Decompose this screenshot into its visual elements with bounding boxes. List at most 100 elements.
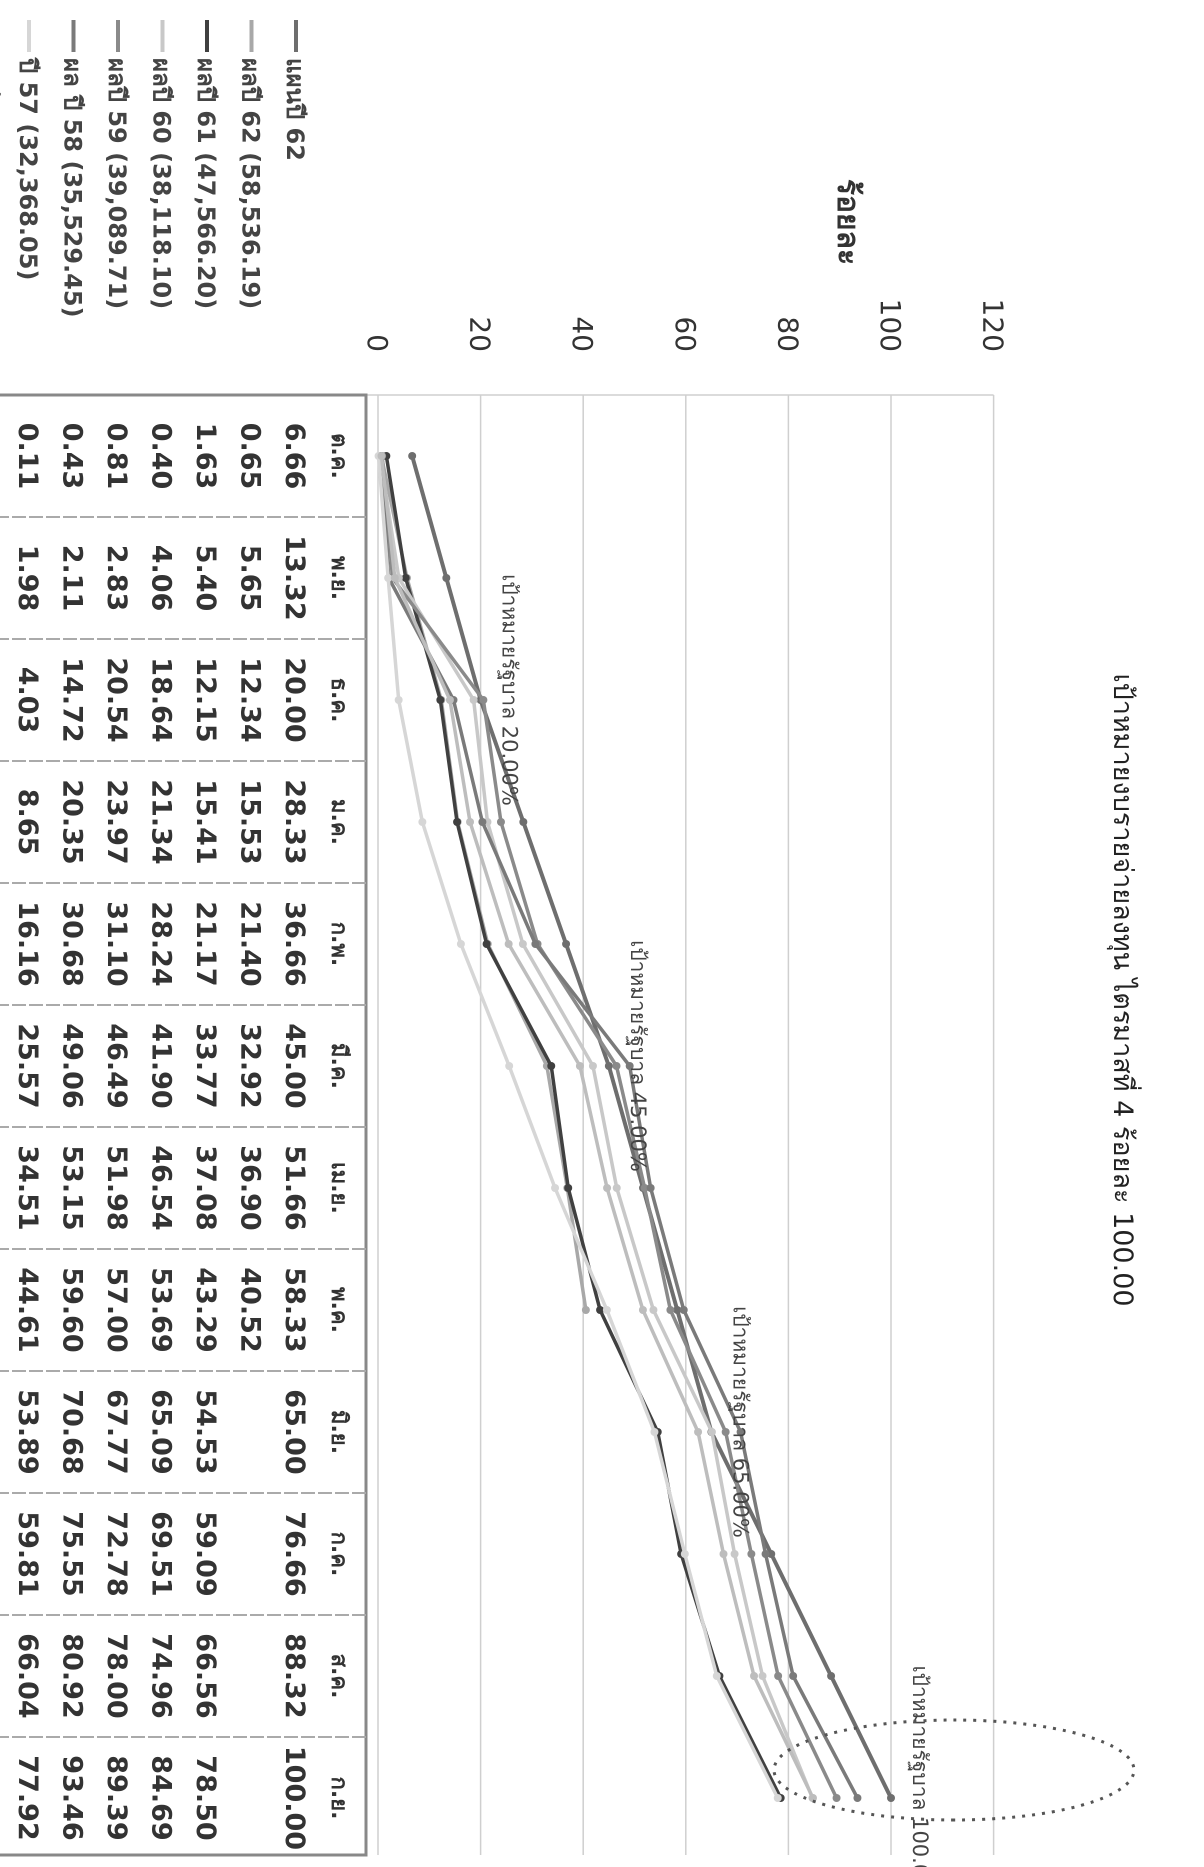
table-cell: 20.35: [57, 779, 88, 864]
table-cell: 46.54: [146, 1145, 177, 1230]
table-cell: 0.65: [235, 423, 266, 490]
data-point: [625, 1062, 634, 1070]
data-point: [418, 818, 427, 826]
table-cell: 25.57: [12, 1023, 43, 1108]
data-point: [730, 1550, 739, 1558]
data-point: [518, 940, 527, 948]
data-point: [712, 1672, 721, 1680]
data-point: [562, 940, 571, 948]
table-cell: 65.00: [279, 1389, 310, 1474]
table-header-cell: เม.ย.: [326, 1162, 351, 1214]
table-cell: 15.41: [190, 779, 221, 864]
data-point: [390, 574, 399, 582]
highlight-ellipse: [772, 1718, 1136, 1822]
table-cell: 75.55: [57, 1511, 88, 1596]
data-point: [612, 1062, 621, 1070]
table-cell: 13.32: [279, 535, 310, 620]
y-axis-label: ร้อยละ: [830, 179, 865, 265]
table-header-cell: พ.ย.: [326, 556, 351, 600]
data-point: [505, 1062, 514, 1070]
table-cell: 28.24: [146, 901, 177, 986]
data-point: [707, 1428, 716, 1436]
series-lines: [374, 452, 895, 1802]
data-point: [832, 1794, 841, 1802]
table-cell: 16.16: [12, 901, 43, 986]
series-line: [378, 455, 815, 1799]
data-point: [456, 940, 465, 948]
table-cell: 8.65: [12, 789, 43, 856]
series-line: [410, 455, 893, 1799]
table-header-cell: ส.ค.: [326, 1654, 351, 1699]
table-cell: 93.46: [57, 1755, 88, 1840]
data-point: [564, 1184, 573, 1192]
data-point: [827, 1672, 836, 1680]
table-cell: 0.43: [57, 423, 88, 490]
data-point: [747, 1550, 756, 1558]
table-header-cell: ม.ค.: [326, 799, 351, 845]
table-cell: 33.77: [190, 1023, 221, 1108]
table-header-cell: ก.พ.: [326, 922, 351, 967]
table-cell: 53.15: [57, 1145, 88, 1230]
table-cell: 31.10: [101, 901, 132, 986]
data-point: [453, 818, 462, 826]
data-point: [394, 696, 403, 704]
table-cell: 80.92: [57, 1633, 88, 1718]
data-point: [547, 1062, 556, 1070]
legend-entry: ผลปี 61 (47,566.20): [192, 58, 220, 309]
table-cell: 77.92: [12, 1755, 43, 1840]
series-line: [379, 455, 588, 1311]
series-line: [376, 455, 780, 1799]
data-point: [602, 1306, 611, 1314]
table-cell: 84.69: [146, 1755, 177, 1840]
annotation-label: เป้าหมายรัฐบาล 45.00%: [626, 940, 650, 1172]
table-cell: 37.08: [190, 1145, 221, 1230]
table-cell: 51.98: [101, 1145, 132, 1230]
table-cell: 34.51: [12, 1145, 43, 1230]
table-cell: 74.96: [146, 1633, 177, 1718]
table-cell: 1.63: [190, 423, 221, 490]
annotations: เป้าหมายรัฐบาล 20.00% เป้าหมายรัฐบาล 45.0…: [498, 574, 932, 1867]
table-cell: 57.00: [101, 1267, 132, 1352]
legend-entry: ผลปี 60 (38,118.10): [148, 58, 176, 309]
table-cell: 76.66: [279, 1511, 310, 1596]
data-point: [853, 1794, 862, 1802]
table-cell: 53.69: [146, 1267, 177, 1352]
table-header-cell: พ.ค.: [326, 1287, 351, 1333]
data-point: [496, 818, 505, 826]
data-point: [808, 1794, 817, 1802]
y-tick-label: 20: [464, 316, 497, 352]
table-cell: 49.06: [57, 1023, 88, 1108]
data-point: [531, 940, 540, 948]
data-point: [761, 1550, 770, 1558]
data-point: [384, 574, 393, 582]
annotation-label: เป้าหมายรัฐบาล 100.00%: [908, 1665, 932, 1867]
table-cell: 0.81: [101, 423, 132, 490]
table-cell: 2.11: [57, 545, 88, 612]
data-point: [466, 818, 475, 826]
table-cell: 59.09: [190, 1511, 221, 1596]
table-cell: 58.33: [279, 1267, 310, 1352]
y-tick-label: 100: [874, 299, 907, 352]
legend-entry: เฉลี่ย 5 ปี ( 57-60): [0, 58, 2, 275]
data-point: [887, 1794, 895, 1802]
table-cell: 44.61: [12, 1267, 43, 1352]
table-cell: 78.50: [190, 1755, 221, 1840]
table-cell: 59.60: [57, 1267, 88, 1352]
table-cell: 15.53: [235, 779, 266, 864]
data-point: [666, 1306, 675, 1314]
y-tick-label: 40: [566, 316, 599, 352]
data-point: [721, 1428, 730, 1436]
table-cell: 6.66: [279, 423, 310, 490]
data-point: [774, 1672, 783, 1680]
table-header-cell: ก.ค.: [326, 1532, 351, 1577]
data-point: [445, 696, 454, 704]
data-point: [694, 1428, 703, 1436]
table-cell: 66.56: [190, 1633, 221, 1718]
table-cell: 30.68: [57, 901, 88, 986]
y-tick-label: 120: [977, 299, 1010, 352]
data-point: [479, 696, 488, 704]
data-table: ต.ค. พ.ย. ธ.ค. ม.ค. ก.พ. มี.ค. เม.ย. พ.ค. มิ.ย. ก…: [0, 393, 368, 1857]
legend-entry: ปี 57 (32,368.05): [14, 57, 42, 281]
table-cell: 43.29: [190, 1267, 221, 1352]
